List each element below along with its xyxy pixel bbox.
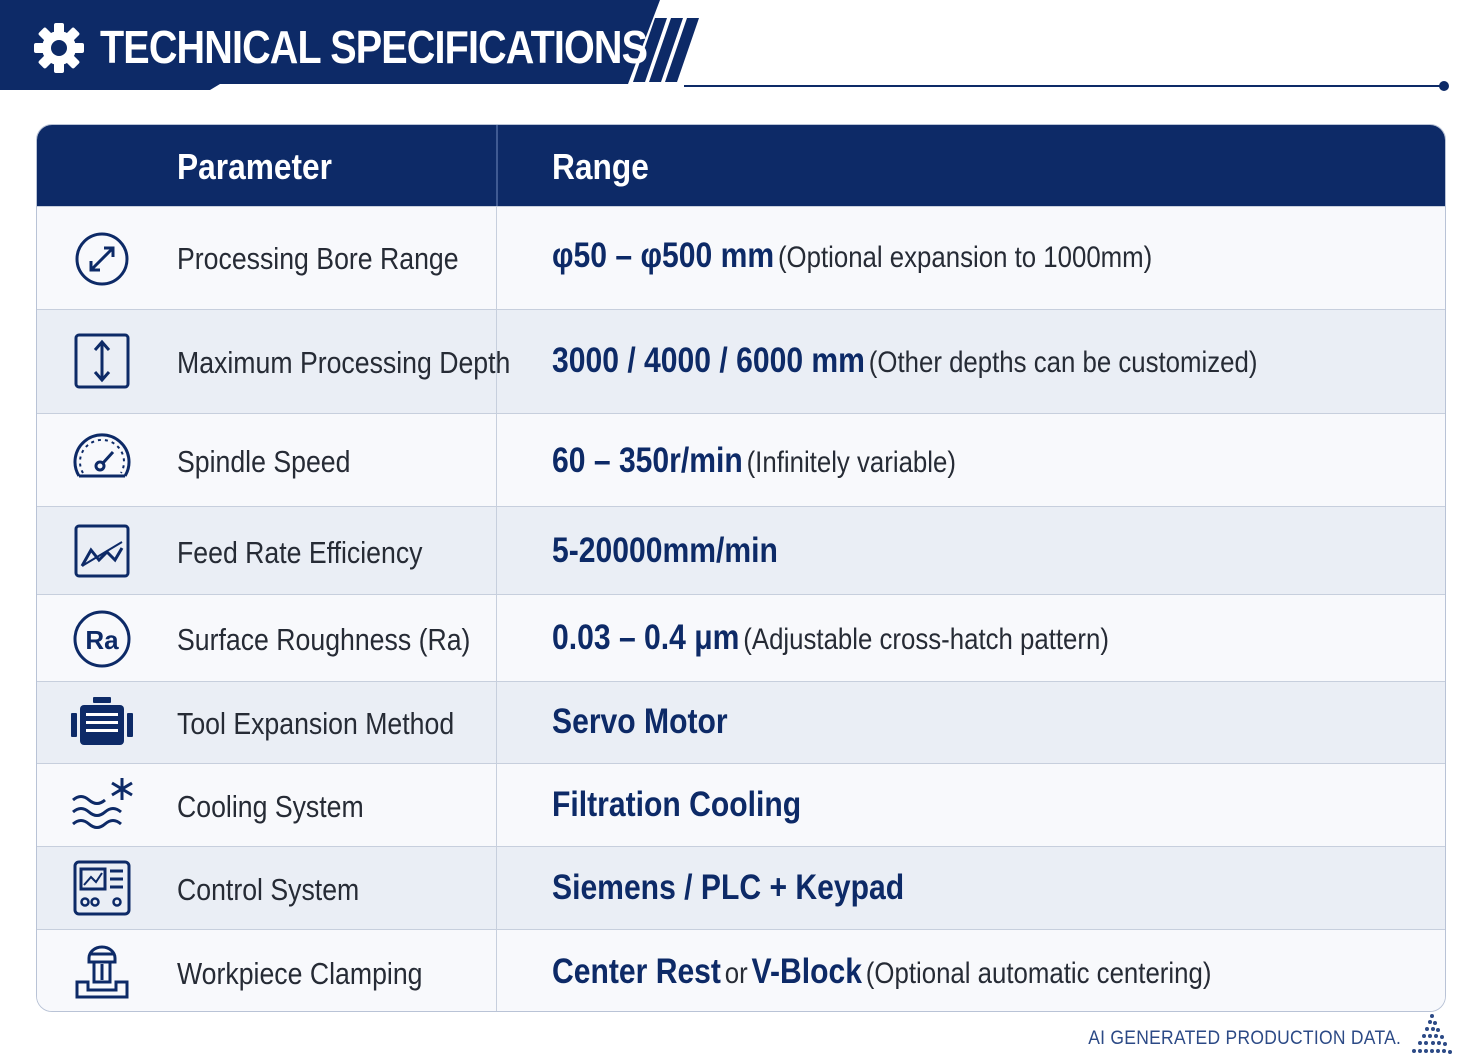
column-header-range: Range	[552, 146, 649, 187]
range-note: (Optional expansion to 1000mm)	[777, 241, 1153, 274]
range-cell: 3000 / 4000 / 6000 mm (Other depths can …	[552, 341, 1257, 381]
range-note: (Other depths can be customized)	[868, 346, 1258, 379]
control-panel-icon	[67, 857, 137, 921]
range-cell: 0.03 – 0.4 μm (Adjustable cross-hatch pa…	[552, 618, 1109, 658]
range-value: Filtration Cooling	[552, 785, 802, 824]
gear-icon	[34, 23, 84, 73]
table-row: Workpiece Clamping Center Rest or V-Bloc…	[37, 929, 1445, 1011]
coolant-waves-icon	[67, 774, 137, 838]
table-row: Processing Bore Range φ50 – φ500 mm (Opt…	[37, 206, 1445, 309]
table-row: Tool Expansion Method Servo Motor	[37, 681, 1445, 763]
parameter-label: Surface Roughness (Ra)	[177, 622, 471, 657]
banner-background	[0, 0, 699, 90]
parameter-label: Processing Bore Range	[177, 241, 459, 276]
column-header-parameter: Parameter	[177, 146, 332, 187]
parameter-label: Spindle Speed	[177, 444, 351, 479]
footer-note: AI GENERATED PRODUCTION DATA.	[1088, 1028, 1401, 1049]
range-value: 5-20000mm/min	[552, 531, 778, 570]
range-value: Center Rest	[552, 952, 721, 991]
parameter-label: Control System	[177, 872, 360, 907]
range-value: φ50 – φ500 mm	[552, 236, 775, 275]
parameter-label: Cooling System	[177, 789, 364, 824]
clamp-icon	[67, 940, 137, 1004]
table-row: Cooling System Filtration Cooling	[37, 763, 1445, 846]
range-cell: 5-20000mm/min	[552, 531, 778, 571]
parameter-label: Maximum Processing Depth	[177, 345, 511, 380]
range-cell: 60 – 350r/min (Infinitely variable)	[552, 441, 956, 481]
table-row: Maximum Processing Depth 3000 / 4000 / 6…	[37, 309, 1445, 413]
specifications-table: Parameter Range Processing Bore Range φ5…	[36, 124, 1446, 1012]
speedometer-icon	[67, 430, 137, 494]
range-value: 0.03 – 0.4 μm	[552, 618, 740, 657]
ra-badge-icon: Ra	[67, 607, 137, 671]
page-title: TECHNICAL SPECIFICATIONS	[100, 21, 648, 73]
range-connector: or	[724, 957, 748, 990]
column-divider	[496, 125, 498, 206]
parameter-label: Workpiece Clamping	[177, 956, 423, 991]
range-note: (Optional automatic centering)	[865, 957, 1212, 990]
range-note: (Infinitely variable)	[746, 446, 956, 479]
range-value: 3000 / 4000 / 6000 mm	[552, 341, 865, 380]
table-row: Spindle Speed 60 – 350r/min (Infinitely …	[37, 413, 1445, 506]
range-note: (Adjustable cross-hatch pattern)	[743, 623, 1109, 656]
range-cell: Filtration Cooling	[552, 785, 801, 825]
servo-motor-icon	[67, 691, 137, 755]
parameter-label: Feed Rate Efficiency	[177, 535, 423, 570]
range-value-alt: V-Block	[751, 952, 862, 991]
table-header: Parameter Range	[37, 125, 1445, 206]
parameter-label: Tool Expansion Method	[177, 706, 455, 741]
range-cell: Center Rest or V-Block (Optional automat…	[552, 952, 1211, 992]
range-cell: Siemens / PLC + Keypad	[552, 868, 904, 908]
depth-arrow-icon	[67, 330, 137, 394]
range-value: Servo Motor	[552, 702, 728, 741]
header-banner: TECHNICAL SPECIFICATIONS	[0, 0, 700, 90]
range-cell: φ50 – φ500 mm (Optional expansion to 100…	[552, 236, 1152, 276]
table-row: Feed Rate Efficiency 5-20000mm/min	[37, 506, 1445, 594]
table-row: Control System Siemens / PLC + Keypad	[37, 846, 1445, 929]
range-value: Siemens / PLC + Keypad	[552, 868, 905, 907]
table-row: Ra Surface Roughness (Ra) 0.03 – 0.4 μm …	[37, 594, 1445, 681]
dotted-pyramid-logo-icon	[1412, 1014, 1452, 1054]
diameter-icon	[67, 227, 137, 291]
range-value: 60 – 350r/min	[552, 441, 743, 480]
chart-trend-icon	[67, 520, 137, 584]
range-cell: Servo Motor	[552, 702, 728, 742]
header-rule	[684, 81, 1449, 91]
svg-text:Ra: Ra	[85, 625, 119, 655]
